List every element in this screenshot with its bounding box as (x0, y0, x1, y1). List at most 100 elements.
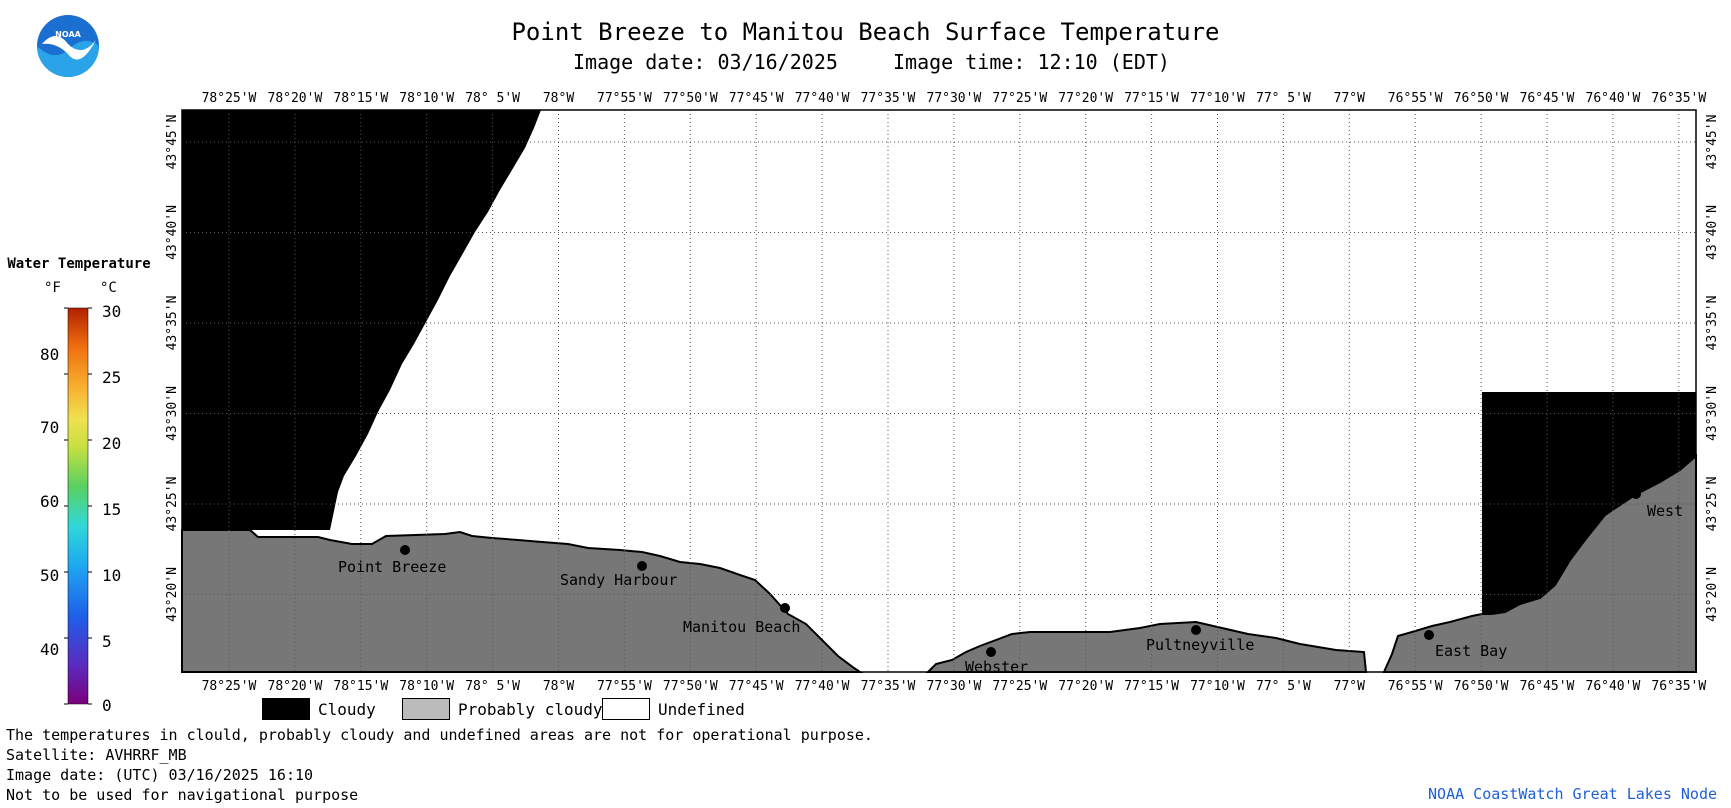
place-dot-east-bay (1424, 630, 1434, 640)
cloudy-region-northeast (1482, 392, 1696, 614)
place-label-sandy-harbour: Sandy Harbour (560, 571, 677, 589)
legend-swatch-undefined (602, 698, 650, 720)
lon-label-top: 78°10'W (399, 91, 454, 106)
lon-label-top: 77°45'W (729, 91, 784, 106)
lon-label-top: 77°50'W (663, 91, 718, 106)
lon-label-top: 77°55'W (597, 91, 652, 106)
legend-swatch-probably-cloudy (402, 698, 450, 720)
place-dot-pultneyville (1191, 625, 1201, 635)
lon-label-bottom: 77°45'W (729, 679, 784, 694)
cloudy-region-northwest (182, 110, 541, 530)
map-title: Point Breeze to Manitou Beach Surface Te… (511, 18, 1220, 46)
cb-tick-c-30: 30 (102, 302, 122, 321)
lon-label-top: 76°50'W (1454, 91, 1509, 106)
land-south-middle (925, 620, 1368, 673)
lon-label-bottom: 78°W (543, 679, 574, 694)
image-date: Image date: 03/16/2025 (573, 50, 838, 74)
place-dot-webster (986, 647, 996, 657)
cb-tick-c-5: 5 (102, 632, 112, 651)
lon-label-top: 77°35'W (861, 91, 916, 106)
lon-label-bottom: 77° 5'W (1256, 679, 1311, 694)
lon-label-bottom: 77°15'W (1124, 679, 1179, 694)
lon-label-top: 78°15'W (333, 91, 388, 106)
lat-label-left: 43°35'N (165, 296, 180, 351)
lon-label-bottom: 76°55'W (1388, 679, 1443, 694)
credit-link[interactable]: NOAA CoastWatch Great Lakes Node (1428, 785, 1717, 803)
lat-label-right: 43°25'N (1705, 477, 1720, 532)
footer-disclaimer: The temperatures in clould, probably clo… (6, 726, 873, 744)
lon-label-bottom: 78°20'W (268, 679, 323, 694)
lon-label-bottom: 77°W (1334, 679, 1365, 694)
cb-tick-c-10: 10 (102, 566, 122, 585)
lat-label-right: 43°40'N (1705, 205, 1720, 260)
lon-label-top: 77°25'W (992, 91, 1047, 106)
place-label-point-breeze: Point Breeze (338, 558, 446, 576)
lon-label-top: 78°25'W (202, 91, 257, 106)
lon-label-top: 78° 5'W (465, 91, 520, 106)
lon-label-bottom: 77°35'W (861, 679, 916, 694)
lon-label-bottom: 76°35'W (1651, 679, 1706, 694)
lon-label-top: 78°20'W (268, 91, 323, 106)
lon-label-top: 77° 5'W (1256, 91, 1311, 106)
land-southwest (181, 529, 864, 673)
place-label-east-bay: East Bay (1435, 642, 1507, 660)
lon-label-bottom: 77°20'W (1058, 679, 1113, 694)
lon-label-bottom: 78°15'W (333, 679, 388, 694)
legend-swatch-cloudy (262, 698, 310, 720)
legend-label-probably-cloudy: Probably cloudy (458, 700, 603, 719)
lon-label-top: 76°45'W (1520, 91, 1575, 106)
place-dot-manitou-beach (780, 603, 790, 613)
colorbar-unit-f: °F (44, 280, 61, 296)
lon-label-top: 77°20'W (1058, 91, 1113, 106)
lat-label-left: 43°45'N (165, 115, 180, 170)
lat-label-right: 43°45'N (1705, 115, 1720, 170)
lon-label-bottom: 77°10'W (1190, 679, 1245, 694)
place-label-webster: Webster (965, 658, 1028, 676)
lon-label-top: 77°15'W (1124, 91, 1179, 106)
lat-label-left: 43°40'N (165, 205, 180, 260)
lon-label-bottom: 76°40'W (1586, 679, 1641, 694)
lon-label-top: 76°35'W (1651, 91, 1706, 106)
image-time: Image time: 12:10 (EDT) (893, 50, 1170, 74)
place-dot-point-breeze (400, 545, 410, 555)
footer-utc-date: Image date: (UTC) 03/16/2025 16:10 (6, 766, 314, 784)
lat-label-left: 43°30'N (165, 386, 180, 441)
cb-tick-c-0: 0 (102, 696, 112, 715)
colorbar-title: Water Temperature (7, 256, 151, 272)
legend-label-undefined: Undefined (658, 700, 745, 719)
cb-tick-f-80: 80 (40, 345, 60, 364)
lat-label-right: 43°35'N (1705, 296, 1720, 351)
lon-label-top: 77°10'W (1190, 91, 1245, 106)
place-dot-sandy-harbour (637, 561, 647, 571)
lon-label-top: 76°40'W (1586, 91, 1641, 106)
lon-label-bottom: 77°40'W (795, 679, 850, 694)
lon-label-top: 78°W (543, 91, 574, 106)
lon-label-bottom: 77°25'W (992, 679, 1047, 694)
lat-label-left: 43°25'N (165, 477, 180, 532)
footer-satellite: Satellite: AVHRRF_MB (6, 746, 187, 764)
lon-label-top: 77°30'W (927, 91, 982, 106)
place-label-manitou-beach: Manitou Beach (683, 618, 800, 636)
cb-tick-f-50: 50 (40, 566, 60, 585)
lon-label-bottom: 78° 5'W (465, 679, 520, 694)
lon-label-bottom: 78°25'W (202, 679, 257, 694)
logo-text: NOAA (55, 30, 81, 39)
cb-tick-c-15: 15 (102, 500, 122, 519)
lon-label-bottom: 78°10'W (399, 679, 454, 694)
lon-label-bottom: 77°50'W (663, 679, 718, 694)
cb-tick-c-20: 20 (102, 434, 122, 453)
lon-label-top: 77°W (1334, 91, 1365, 106)
cb-tick-c-25: 25 (102, 368, 122, 387)
land-southeast (1382, 453, 1697, 673)
place-dot-west (1631, 489, 1641, 499)
lon-label-bottom: 77°55'W (597, 679, 652, 694)
place-label-pultneyville: Pultneyville (1146, 636, 1254, 654)
noaa-logo-icon: NOAA (37, 15, 99, 77)
colorbar-unit-c: °C (100, 280, 117, 296)
lat-label-right: 43°20'N (1705, 567, 1720, 622)
cb-tick-f-60: 60 (40, 492, 60, 511)
place-label-west: West (1647, 502, 1683, 520)
cb-tick-f-40: 40 (40, 640, 60, 659)
colorbar (67, 307, 89, 705)
